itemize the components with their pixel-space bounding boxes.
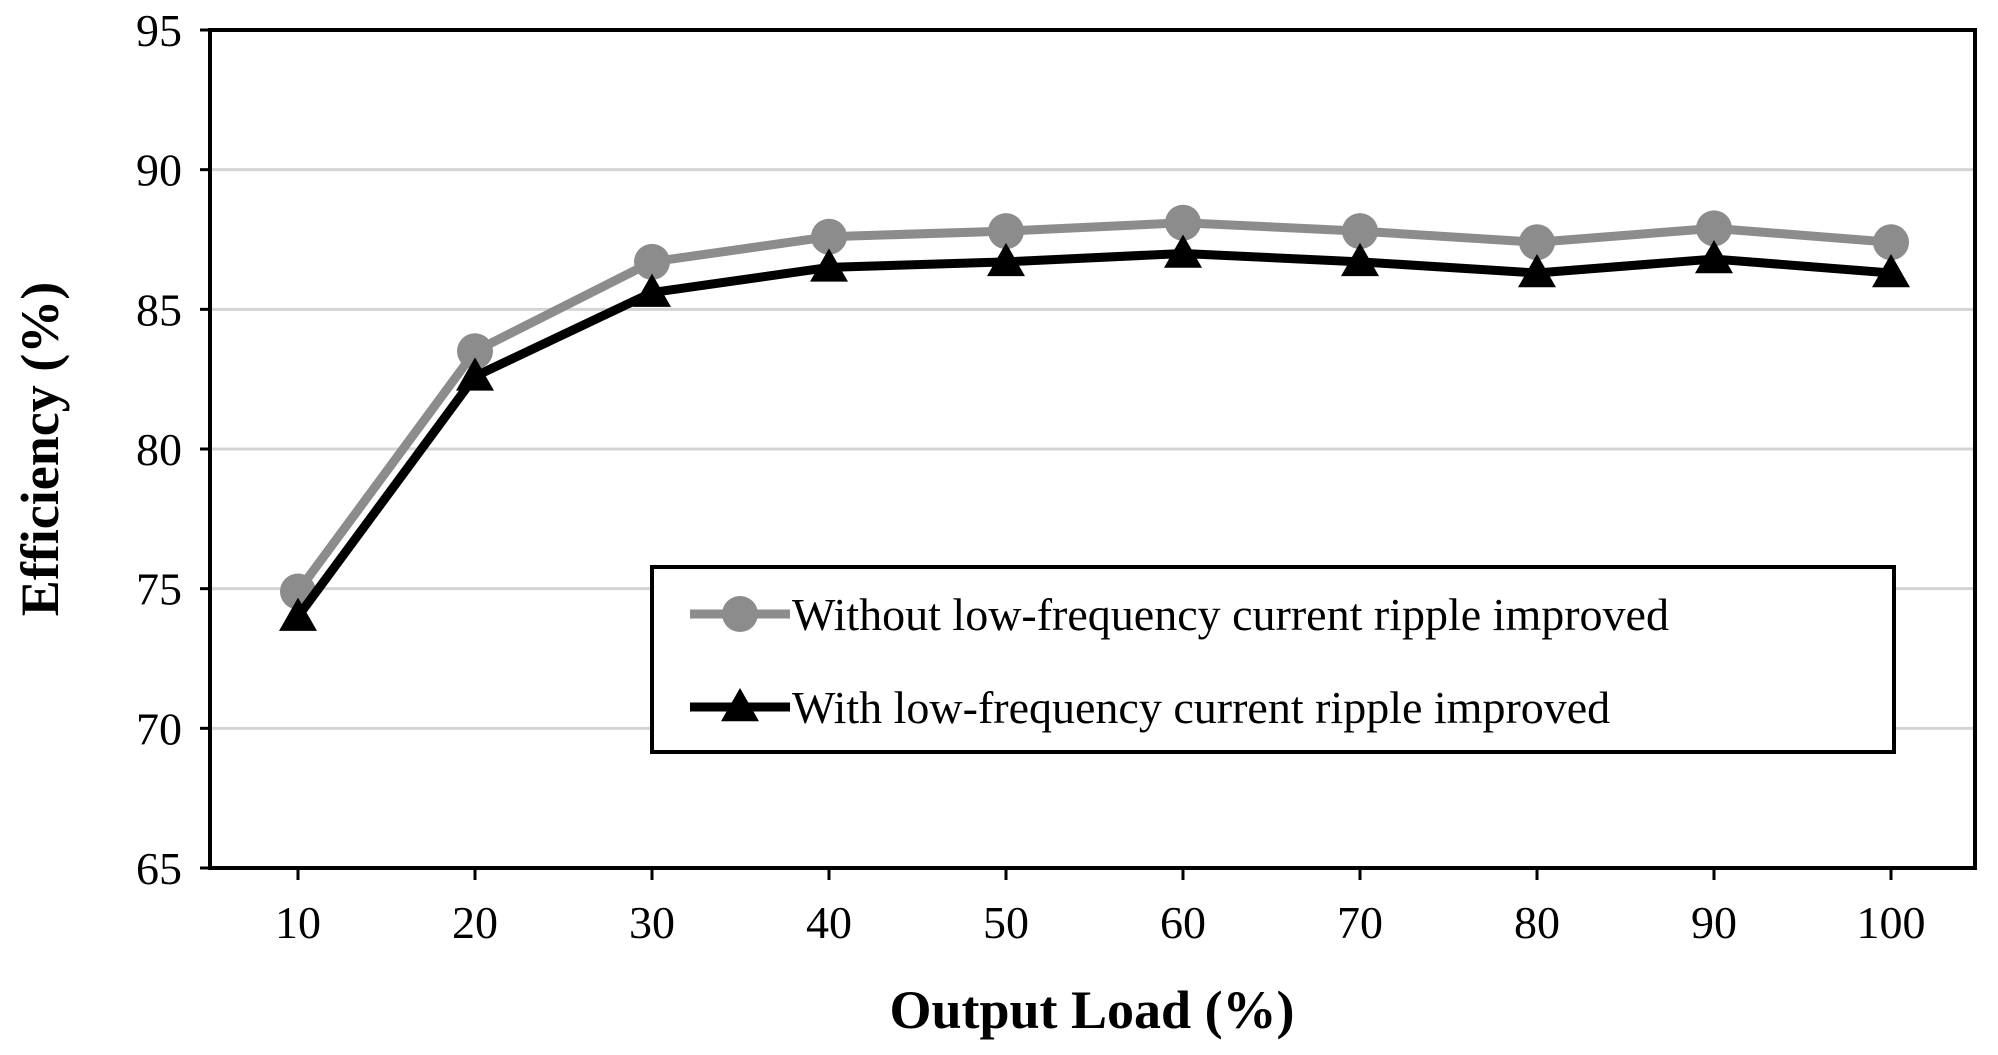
x-axis-title: Output Load (%)	[889, 980, 1294, 1040]
point-circle-30	[634, 243, 670, 280]
y-tick-label-75: 75	[136, 564, 182, 615]
point-triangle-90	[1695, 240, 1733, 274]
point-circle-40	[811, 218, 847, 255]
x-tick-label-10: 10	[275, 897, 321, 948]
y-tick-label-80: 80	[136, 424, 182, 475]
y-tick-label-95: 95	[136, 5, 182, 56]
series-circle	[280, 204, 1909, 610]
x-tick-label-90: 90	[1691, 897, 1737, 948]
point-circle-50	[988, 213, 1024, 250]
x-tick-label-30: 30	[629, 897, 675, 948]
point-circle-70	[1342, 213, 1378, 250]
x-tick-label-50: 50	[983, 897, 1029, 948]
point-triangle-70	[1341, 242, 1379, 277]
point-triangle-80	[1518, 254, 1556, 288]
point-triangle-60	[1164, 234, 1202, 268]
y-axis-ticks: 65 70 75 80 85 90 95	[136, 5, 210, 894]
point-triangle-10	[279, 597, 317, 631]
legend-marker-circle	[722, 596, 758, 632]
point-circle-80	[1519, 224, 1555, 261]
x-tick-label-100: 100	[1857, 897, 1926, 948]
series-triangle	[279, 234, 1910, 631]
series-line-triangle	[294, 248, 1892, 620]
point-triangle-20	[456, 357, 494, 391]
point-circle-100	[1873, 224, 1909, 261]
y-tick-label-70: 70	[136, 703, 182, 754]
legend-marker-triangle	[721, 688, 759, 722]
point-triangle-30	[633, 273, 671, 307]
legend: Without low-frequency current ripple imp…	[650, 565, 1896, 754]
legend-label-without: Without low-frequency current ripple imp…	[792, 589, 1669, 640]
legend-box	[650, 565, 1896, 754]
point-triangle-100	[1872, 254, 1910, 288]
x-tick-label-60: 60	[1160, 897, 1206, 948]
x-tick-label-40: 40	[806, 897, 852, 948]
series-line-circle	[294, 218, 1892, 595]
y-tick-label-65: 65	[136, 843, 182, 894]
y-axis-title: Efficiency (%)	[10, 282, 70, 616]
point-triangle-50	[987, 242, 1025, 277]
x-tick-label-20: 20	[452, 897, 498, 948]
legend-label-with: With low-frequency current ripple improv…	[792, 682, 1610, 733]
y-tick-label-90: 90	[136, 145, 182, 196]
point-triangle-40	[810, 248, 848, 282]
point-circle-60	[1165, 204, 1201, 241]
point-circle-90	[1696, 210, 1732, 247]
x-axis-ticks: 10 20 30 40 50 60 70 80 90 100	[275, 868, 1926, 948]
legend-triangle-shape	[721, 688, 759, 722]
legend-circle-shape	[722, 596, 758, 632]
series-layer	[279, 204, 1910, 631]
point-circle-20	[457, 333, 493, 370]
y-tick-label-85: 85	[136, 284, 182, 335]
x-tick-label-80: 80	[1514, 897, 1560, 948]
x-tick-label-70: 70	[1337, 897, 1383, 948]
